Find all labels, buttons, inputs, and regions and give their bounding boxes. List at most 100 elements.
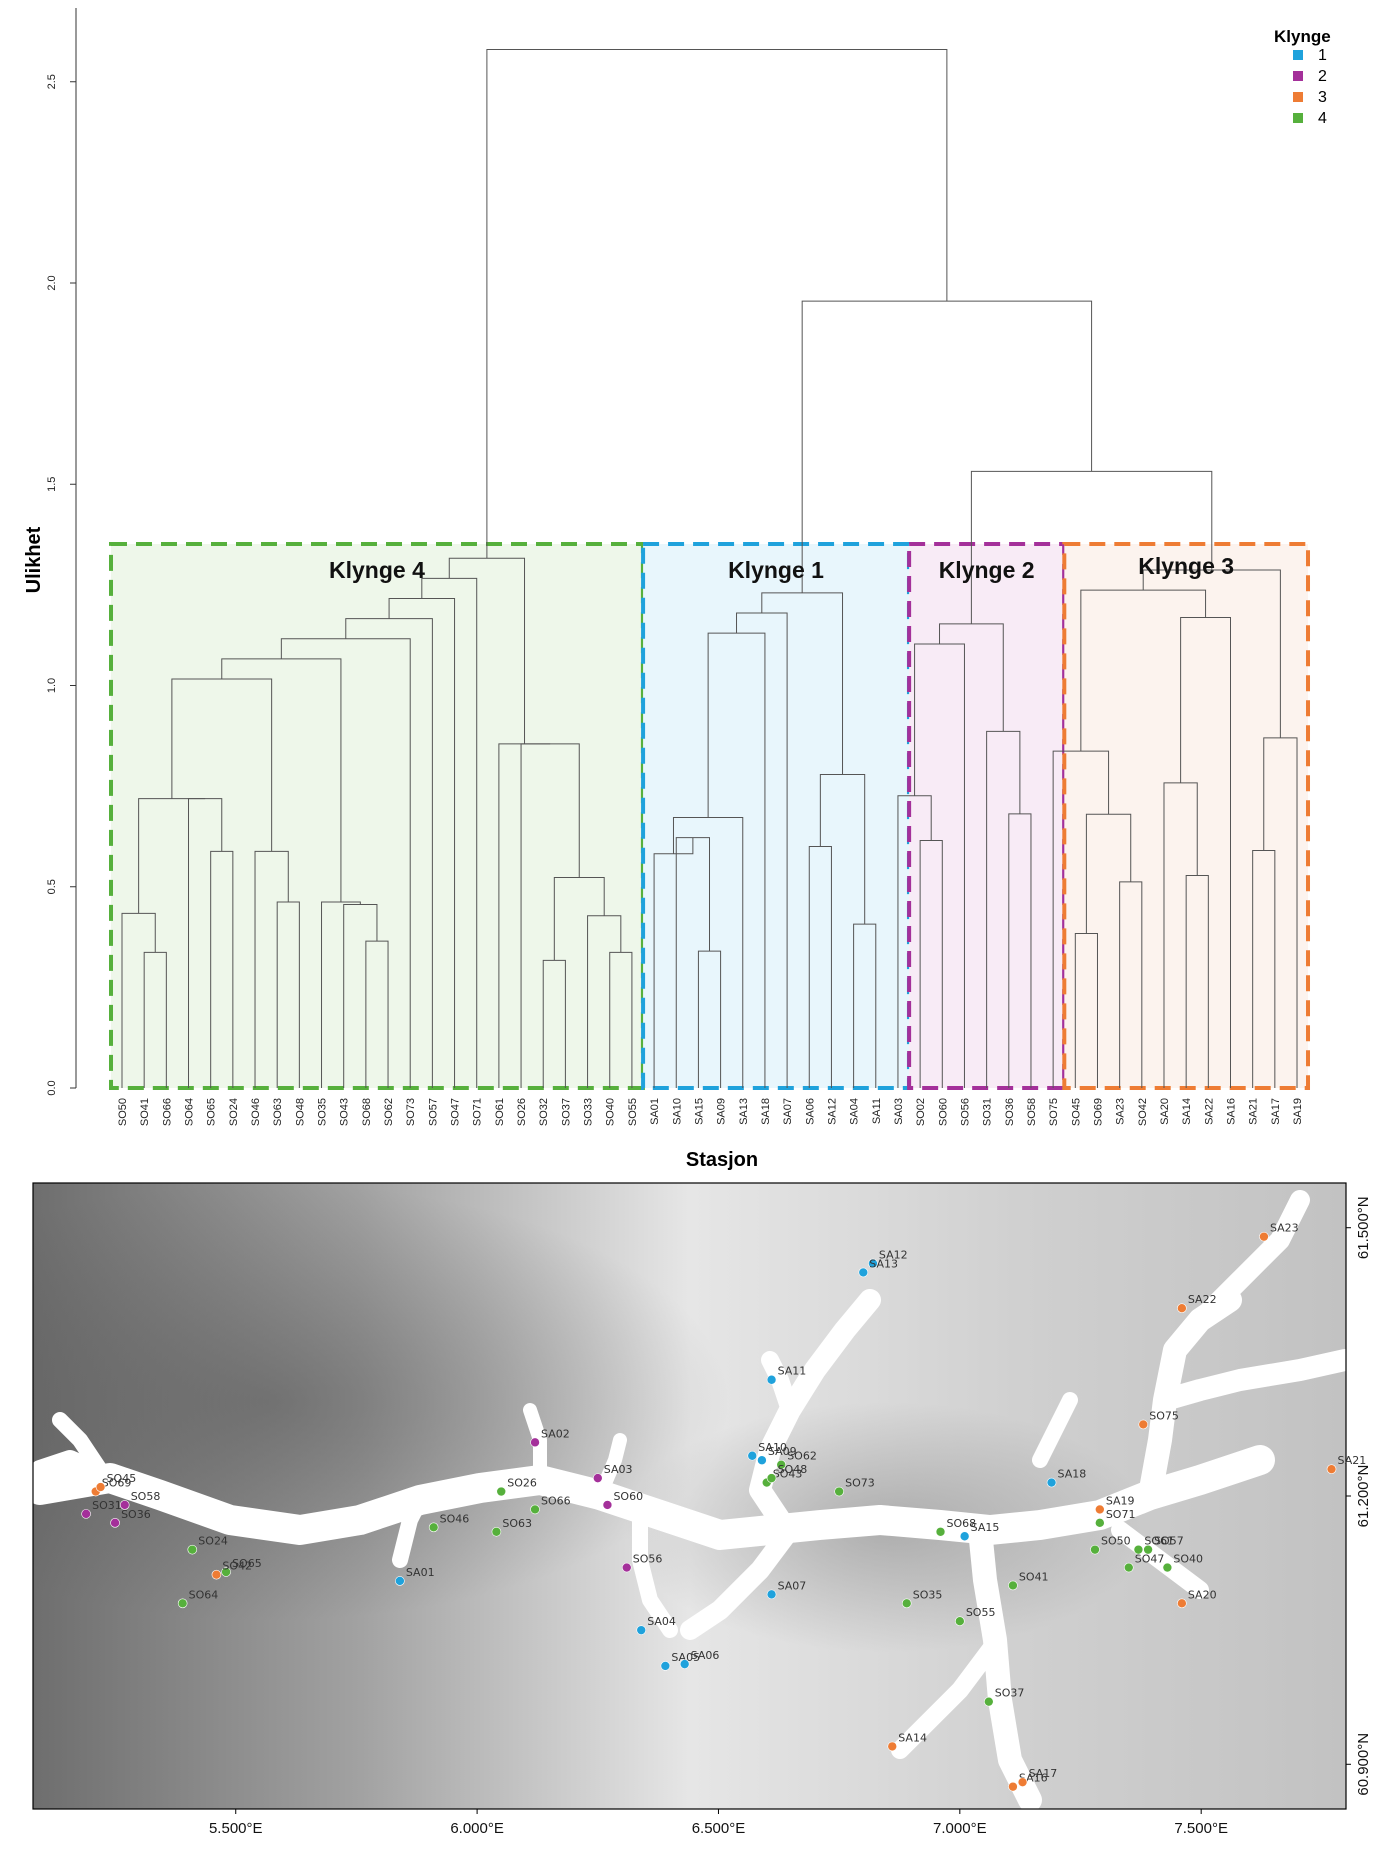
station-marker [1046, 1477, 1057, 1488]
station-label: SO66 [541, 1494, 571, 1507]
leaf-label: SA10 [671, 1098, 683, 1125]
lon-tick-label: 6.500°E [692, 1820, 746, 1837]
station-label: SO40 [1173, 1553, 1203, 1566]
x-axis-title: Stasjon [686, 1149, 758, 1171]
station-marker [592, 1473, 603, 1483]
station-marker [747, 1450, 758, 1461]
station-label: SO63 [502, 1517, 532, 1530]
station-label: SO50 [1101, 1535, 1131, 1548]
station-marker [776, 1459, 787, 1470]
station-label: SA18 [1058, 1468, 1087, 1481]
station-label: SO35 [913, 1588, 943, 1601]
station-label: SO36 [121, 1508, 151, 1521]
station-marker [1162, 1562, 1173, 1573]
cluster-titles: Klynge 4 Klynge 1 Klynge 2 Klynge 3 [329, 553, 1234, 583]
leaf-labels: SO50 SO41 SO66 SO64 SO65 SO24 SO46 SO63 SO48 SO35… [117, 1098, 1304, 1126]
station-label: SO65 [232, 1557, 262, 1570]
leaf-label: SA13 [738, 1098, 750, 1125]
station-label: SA05 [671, 1651, 700, 1664]
legend-swatch [1293, 71, 1303, 81]
station-label: SO60 [613, 1490, 643, 1503]
cluster-box [641, 542, 911, 1090]
station-label: SO61 [1144, 1535, 1174, 1548]
station-marker [530, 1437, 540, 1448]
station-marker [679, 1659, 690, 1669]
leaf-label: SO41 [139, 1098, 151, 1126]
leaf-label: SA19 [1292, 1098, 1304, 1125]
station-marker [530, 1504, 540, 1515]
station-marker [766, 1589, 777, 1600]
legend-swatch [1293, 113, 1303, 123]
cluster-box [109, 542, 645, 1090]
station-label: SA15 [971, 1521, 1000, 1534]
legend-label: 4 [1318, 110, 1327, 127]
station-marker [1008, 1580, 1018, 1591]
station-label: SO73 [845, 1477, 875, 1490]
station-marker [887, 1741, 898, 1752]
leaf-label: SO58 [1026, 1098, 1038, 1126]
lat-tick-label: 61.200°N [1355, 1465, 1372, 1528]
lon-tick-label: 7.000°E [933, 1820, 987, 1837]
station-label: SA20 [1188, 1588, 1217, 1601]
station-marker [959, 1531, 970, 1542]
y-axis: 0.0 0.5 1.0 1.5 2.0 2.5 [46, 8, 77, 1096]
leaf-label: SA18 [760, 1098, 772, 1125]
tree-link [498, 743, 551, 1088]
leaf-label: SO71 [472, 1098, 484, 1126]
station-label: SO68 [947, 1517, 977, 1530]
leaf-label: SA21 [1248, 1098, 1260, 1125]
y-tick-label: 1.0 [46, 678, 58, 693]
station-label: SA17 [1029, 1767, 1058, 1780]
station-label: SO37 [995, 1687, 1025, 1700]
station-label: SO31 [92, 1499, 122, 1512]
leaf-label: SO50 [117, 1098, 129, 1126]
station-label: SA10 [758, 1441, 787, 1454]
tree-link [365, 940, 389, 1088]
leaf-label: SA14 [1181, 1098, 1193, 1125]
cluster-title: Klynge 4 [329, 557, 425, 583]
cluster-title: Klynge 2 [939, 557, 1035, 583]
station-marker [81, 1509, 91, 1519]
cluster-title: Klynge 1 [728, 557, 824, 583]
leaf-label: SA03 [893, 1098, 905, 1125]
station-label: SO69 [102, 1477, 132, 1490]
dendrogram-tree [121, 49, 1298, 1088]
lat-tick-label: 61.500°N [1355, 1196, 1372, 1259]
station-marker [1177, 1303, 1187, 1313]
dendrogram-panel: 0.00.51.01.52.02.5 SO50 SO41 SO66 SO64 SO65 S… [23, 8, 1331, 1171]
leaf-label: SA12 [826, 1098, 838, 1125]
station-marker [757, 1455, 767, 1466]
leaf-label: SO69 [1092, 1098, 1104, 1126]
station-label: SO64 [189, 1588, 219, 1601]
leaf-label: SO66 [161, 1098, 173, 1126]
station-label: SA01 [406, 1566, 435, 1579]
station-marker [119, 1500, 130, 1510]
legend-swatch [1293, 50, 1303, 60]
station-marker [187, 1544, 198, 1555]
station-marker [868, 1258, 878, 1269]
leaf-label: SO35 [317, 1098, 329, 1126]
station-label: SA09 [768, 1445, 797, 1458]
leaf-label: SO57 [427, 1098, 439, 1126]
leaf-label: SA23 [1115, 1098, 1127, 1125]
leaf-label: SO37 [560, 1098, 572, 1126]
legend-swatch [1293, 92, 1303, 102]
leaf-label: SO61 [494, 1098, 506, 1126]
station-marker [1090, 1544, 1100, 1555]
station-label: SO55 [966, 1606, 996, 1619]
station-marker [935, 1526, 946, 1537]
tree-link [919, 839, 943, 1088]
leaf-label: SO60 [937, 1098, 949, 1126]
leaf-label: SO56 [959, 1098, 971, 1126]
station-label: SO42 [222, 1560, 252, 1573]
station-label: SO46 [440, 1512, 470, 1525]
leaf-label: SO40 [605, 1098, 617, 1126]
leaf-label: SO42 [1137, 1098, 1149, 1126]
leaf-label: SO43 [339, 1098, 351, 1126]
station-marker [1123, 1562, 1134, 1573]
station-marker [766, 1374, 777, 1385]
station-label: SO62 [787, 1450, 817, 1463]
leaf-label: SO45 [1070, 1098, 1082, 1126]
